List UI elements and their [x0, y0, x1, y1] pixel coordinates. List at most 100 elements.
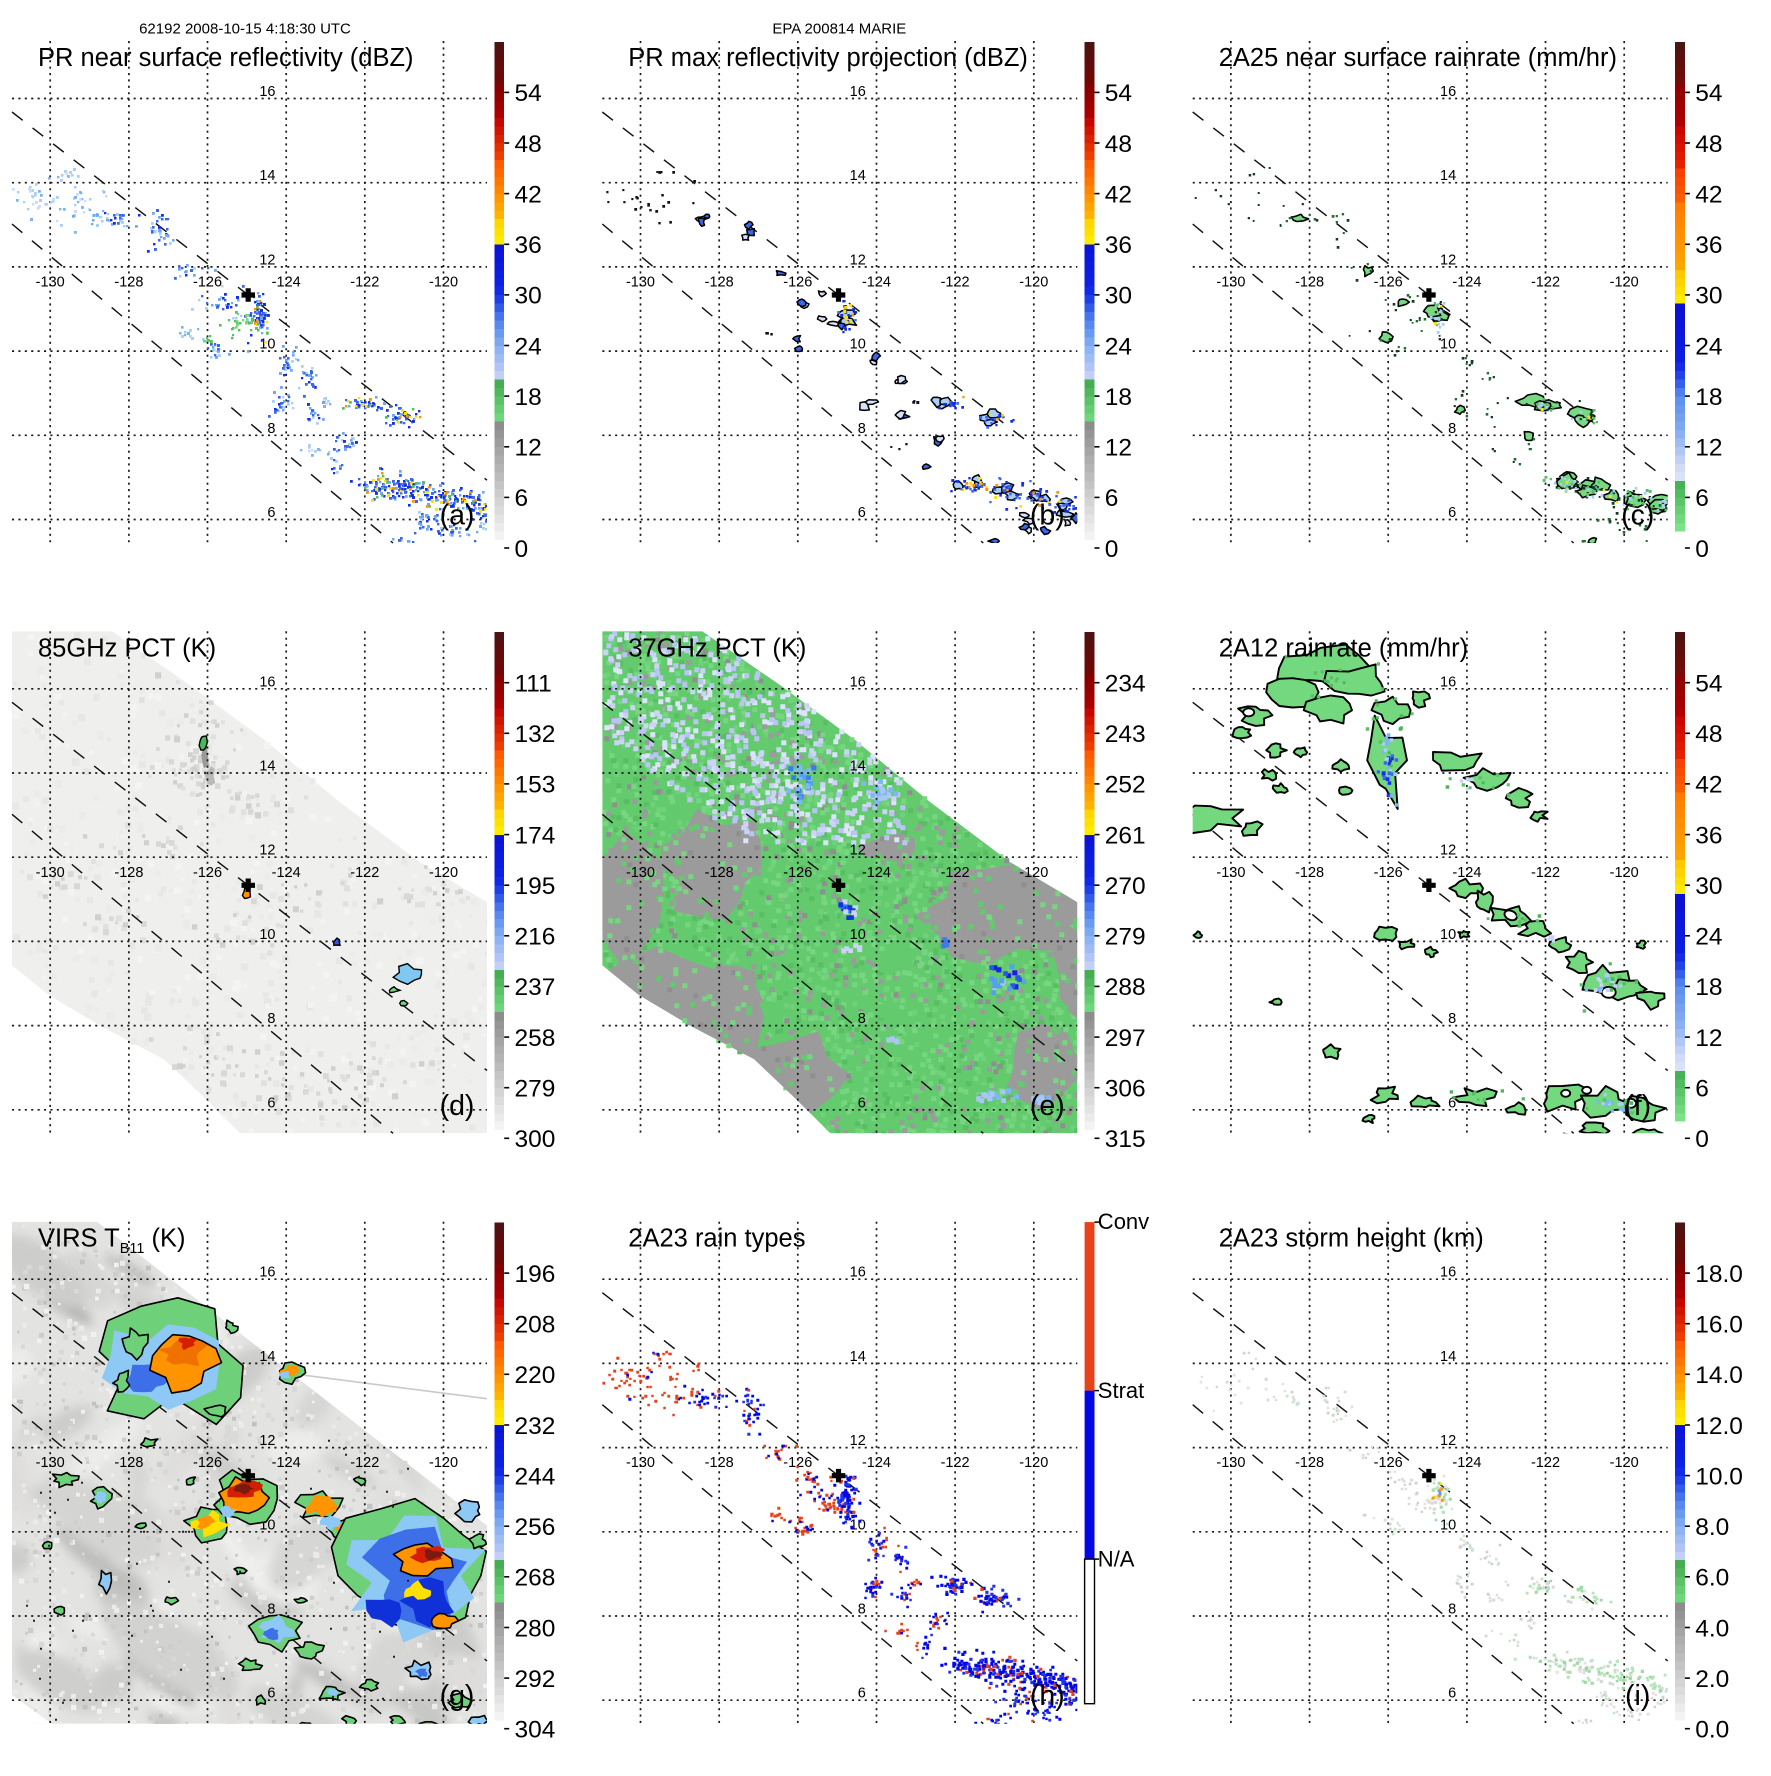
svg-text:-130: -130	[36, 1455, 65, 1471]
svg-text:-128: -128	[114, 865, 143, 881]
svg-text:208: 208	[515, 1312, 556, 1339]
svg-text:-122: -122	[350, 1455, 379, 1471]
svg-text:8.0: 8.0	[1695, 1514, 1729, 1541]
svg-text:Conv: Conv	[1098, 1209, 1149, 1234]
svg-text:-122: -122	[350, 865, 379, 881]
svg-text:12: 12	[1440, 252, 1456, 268]
svg-text:18: 18	[515, 384, 542, 411]
svg-text:0.0: 0.0	[1695, 1717, 1729, 1744]
svg-text:252: 252	[1105, 772, 1146, 799]
svg-text:10: 10	[1440, 927, 1456, 943]
svg-text:2A25 near surface rainrate (mm: 2A25 near surface rainrate (mm/hr)	[1219, 44, 1617, 72]
svg-text:14: 14	[1440, 1349, 1456, 1365]
svg-text:10: 10	[850, 337, 866, 353]
svg-text:10: 10	[850, 1517, 866, 1533]
svg-text:12: 12	[259, 252, 275, 268]
svg-text:16: 16	[259, 1265, 275, 1281]
svg-text:48: 48	[1695, 131, 1722, 158]
svg-text:-124: -124	[1452, 865, 1481, 881]
svg-text:PR max reflectivity projection: PR max reflectivity projection (dBZ)	[628, 44, 1028, 72]
svg-text:30: 30	[1695, 873, 1722, 900]
svg-text:18: 18	[1695, 974, 1722, 1001]
svg-text:16: 16	[259, 674, 275, 690]
svg-text:8: 8	[267, 421, 275, 437]
svg-text:24: 24	[1105, 333, 1132, 360]
svg-text:-130: -130	[36, 275, 65, 291]
svg-text:12: 12	[1440, 1433, 1456, 1449]
svg-text:-126: -126	[1374, 275, 1403, 291]
svg-text:24: 24	[1695, 924, 1722, 951]
svg-text:16: 16	[850, 674, 866, 690]
svg-text:12: 12	[850, 252, 866, 268]
svg-text:-120: -120	[429, 1455, 458, 1471]
svg-text:12.0: 12.0	[1695, 1413, 1743, 1440]
svg-text:111: 111	[515, 671, 552, 698]
svg-text:N/A: N/A	[1098, 1547, 1135, 1572]
svg-text:-120: -120	[1610, 1455, 1639, 1471]
svg-text:6: 6	[858, 1686, 866, 1702]
svg-text:12: 12	[1440, 843, 1456, 859]
svg-text:300: 300	[515, 1126, 556, 1153]
svg-text:14: 14	[1440, 168, 1456, 184]
svg-text:VIRS TB11 (K): VIRS TB11 (K)	[38, 1225, 186, 1257]
svg-text:232: 232	[515, 1413, 556, 1440]
svg-text:36: 36	[1105, 232, 1132, 259]
svg-text:6: 6	[267, 1686, 275, 1702]
svg-text:8: 8	[858, 1011, 866, 1027]
svg-text:(e): (e)	[1030, 1090, 1065, 1122]
svg-text:36: 36	[515, 232, 542, 259]
svg-text:-124: -124	[862, 865, 891, 881]
svg-text:8: 8	[1448, 1602, 1456, 1618]
svg-text:6: 6	[858, 1095, 866, 1111]
svg-text:6: 6	[858, 505, 866, 521]
svg-text:-122: -122	[350, 275, 379, 291]
svg-text:304: 304	[515, 1717, 556, 1744]
svg-text:-122: -122	[941, 275, 970, 291]
svg-text:-124: -124	[272, 1455, 301, 1471]
svg-text:-120: -120	[429, 865, 458, 881]
svg-text:8: 8	[858, 1602, 866, 1618]
svg-text:18.0: 18.0	[1695, 1261, 1743, 1288]
svg-text:48: 48	[1105, 131, 1132, 158]
svg-text:-124: -124	[1452, 275, 1481, 291]
svg-text:153: 153	[515, 772, 556, 799]
svg-text:6: 6	[1695, 1076, 1709, 1103]
svg-text:6: 6	[267, 505, 275, 521]
svg-text:14: 14	[850, 168, 866, 184]
svg-text:-126: -126	[783, 865, 812, 881]
svg-text:243: 243	[1105, 721, 1146, 748]
svg-text:2A23 storm height (km): 2A23 storm height (km)	[1219, 1225, 1484, 1253]
svg-text:-122: -122	[1531, 865, 1560, 881]
svg-text:-130: -130	[626, 1455, 655, 1471]
svg-text:-126: -126	[193, 865, 222, 881]
svg-text:16.0: 16.0	[1695, 1312, 1743, 1339]
svg-text:30: 30	[1105, 283, 1132, 310]
svg-text:(b): (b)	[1030, 500, 1065, 532]
svg-text:8: 8	[267, 1602, 275, 1618]
svg-text:6: 6	[515, 485, 529, 512]
svg-text:2.0: 2.0	[1695, 1666, 1729, 1693]
svg-text:0: 0	[1105, 536, 1119, 563]
svg-text:(i): (i)	[1625, 1680, 1650, 1712]
svg-text:0: 0	[515, 536, 529, 563]
svg-text:306: 306	[1105, 1076, 1146, 1103]
svg-text:-120: -120	[1019, 275, 1048, 291]
svg-text:(f): (f)	[1624, 1090, 1651, 1122]
svg-text:6: 6	[1695, 485, 1709, 512]
svg-text:-128: -128	[705, 1455, 734, 1471]
svg-text:(g): (g)	[440, 1680, 475, 1712]
svg-text:42: 42	[1105, 181, 1132, 208]
svg-text:(c): (c)	[1621, 500, 1654, 532]
svg-text:42: 42	[1695, 772, 1722, 799]
svg-text:14: 14	[850, 1349, 866, 1365]
svg-text:-120: -120	[429, 275, 458, 291]
svg-text:2A23 rain types: 2A23 rain types	[628, 1225, 805, 1253]
svg-text:10.0: 10.0	[1695, 1463, 1743, 1490]
svg-text:-130: -130	[1216, 865, 1245, 881]
svg-text:-122: -122	[1531, 275, 1560, 291]
svg-text:14: 14	[259, 168, 275, 184]
svg-text:PR near surface reflectivity (: PR near surface reflectivity (dBZ)	[38, 44, 414, 72]
svg-text:85GHz PCT (K): 85GHz PCT (K)	[38, 634, 216, 662]
svg-text:42: 42	[1695, 181, 1722, 208]
svg-text:24: 24	[1695, 333, 1722, 360]
